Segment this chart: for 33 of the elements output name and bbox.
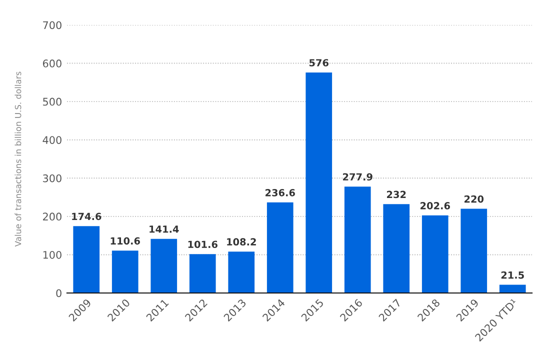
y-tick-label: 600: [42, 60, 62, 68]
bar: [306, 72, 332, 293]
y-tick-label: 400: [42, 136, 62, 144]
data-label: 174.6: [72, 212, 102, 220]
bar: [266, 202, 294, 293]
data-label: 220: [464, 195, 484, 203]
y-tick-label: 300: [43, 174, 62, 182]
data-label: 232: [386, 190, 406, 198]
data-label: 21.5: [501, 271, 524, 279]
data-label: 108.2: [227, 238, 256, 246]
data-label: 141.4: [150, 226, 179, 233]
bar: [73, 226, 100, 293]
bar: [112, 250, 138, 293]
bar: [383, 204, 410, 293]
data-label: 101.6: [188, 240, 218, 248]
y-tick-label: 0: [56, 289, 62, 298]
data-label: 277.9: [343, 173, 372, 181]
y-tick-label: 500: [43, 98, 62, 106]
y-tick-label: 100: [43, 250, 62, 259]
y-tick-label: 200: [43, 212, 62, 221]
data-label: 576: [309, 59, 328, 66]
bar: [189, 254, 216, 293]
bar: [150, 238, 178, 293]
bar: [422, 215, 448, 293]
y-tick-label: 700: [43, 21, 62, 30]
y-axis-title: Value of transactions in billion U.S. dollars: [14, 72, 22, 247]
bar: [228, 252, 255, 293]
bar: [499, 284, 526, 293]
data-label: 110.6: [110, 237, 140, 245]
bar: [460, 208, 488, 293]
data-label: 202.6: [420, 202, 450, 210]
bar: [344, 186, 371, 293]
data-label: 236.6: [266, 189, 295, 196]
